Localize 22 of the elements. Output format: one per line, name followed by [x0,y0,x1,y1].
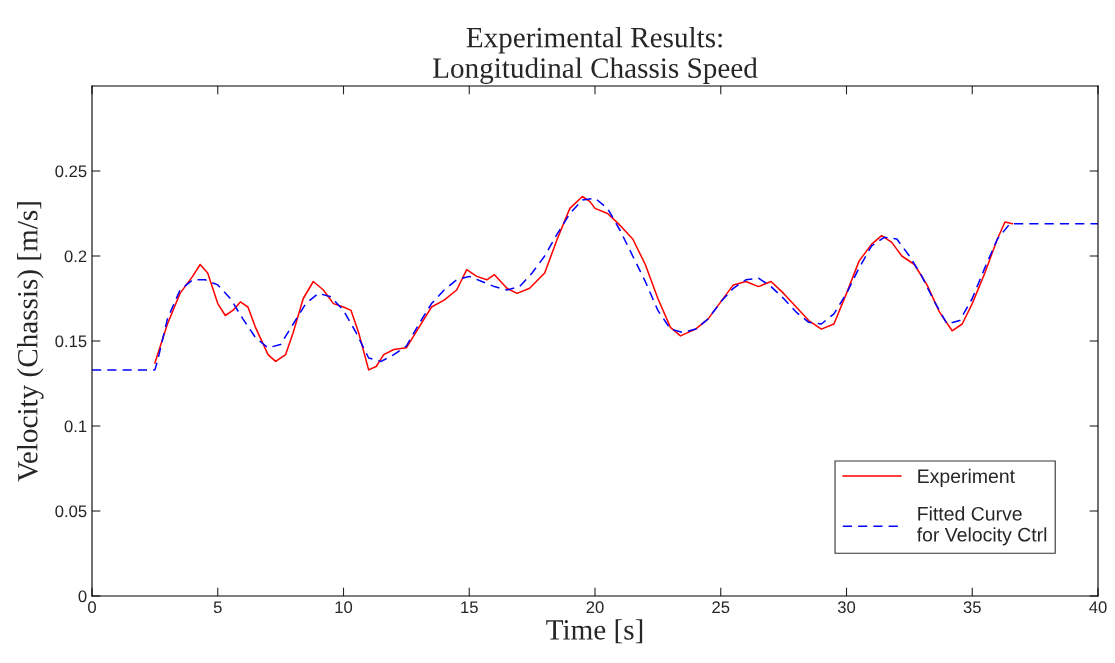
line-series [154,195,1014,371]
x-tick-label: 35 [963,601,981,614]
line-series [92,197,1098,371]
y-tick-label: 0 [78,590,87,603]
chart-title: Experimental Results: Longitudinal Chassis Speed [433,26,758,84]
x-tick-label: 15 [461,601,478,614]
x-tick-label: 5 [213,601,222,614]
y-tick-label: 0.2 [64,250,87,263]
x-tick-label: 20 [586,601,604,614]
x-tick-label: 25 [712,601,730,614]
y-tick-label: 0.1 [64,420,87,433]
y-axis-title: Velocity (Chassis) [m/s] [17,202,44,482]
legend-label: Fitted Curve for Velocity Ctrl [916,506,1047,546]
y-tick-label: 0.05 [55,505,87,518]
x-axis-title: Time [s] [546,619,643,644]
x-tick-label: 0 [88,601,96,614]
x-tick-label: 40 [1089,601,1107,614]
x-tick-label: 10 [335,601,353,614]
y-tick-label: 0.25 [55,165,87,178]
x-tick-label: 30 [837,601,856,614]
legend-label: Experiment [918,468,1015,487]
y-tick-label: 0.15 [55,335,87,348]
